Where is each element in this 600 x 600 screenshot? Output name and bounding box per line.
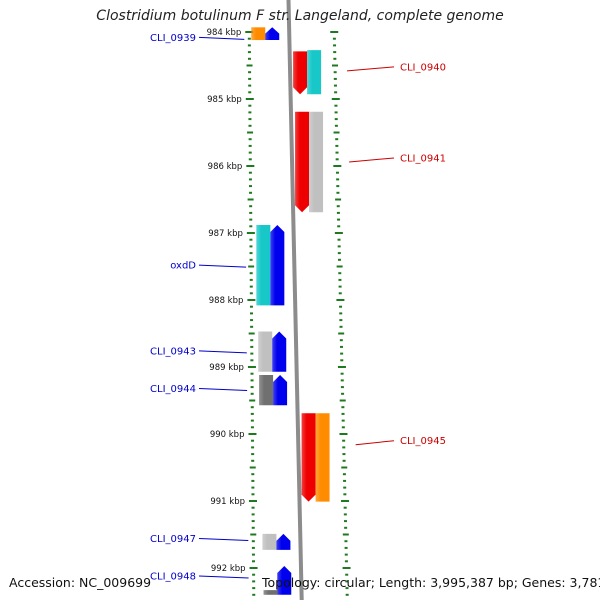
reverse-cds-feature — [276, 533, 291, 550]
reverse-cog-feature — [263, 590, 278, 595]
genome-summary-text: Topology: circular; Length: 3,995,387 bp… — [262, 575, 600, 590]
accession-text: Accession: NC_009699 — [9, 575, 152, 590]
kbp-label: 992 kbp — [211, 564, 246, 574]
gene-label: oxdD — [170, 261, 196, 272]
gene-leader-line — [346, 66, 395, 72]
gene-features — [251, 27, 330, 595]
kbp-label: 990 kbp — [210, 430, 245, 440]
reverse-cds-feature — [277, 565, 292, 595]
forward-cds-feature — [295, 111, 310, 213]
reverse-cds-feature — [270, 224, 285, 306]
gene-label: CLI_0943 — [150, 346, 196, 357]
kbp-label: 988 kbp — [209, 296, 244, 306]
gene-label: CLI_0947 — [150, 534, 196, 545]
tick-marks: 984 kbp 985 kbp 986 kbp 987 kbp 988 kbp 989 k… — [207, 28, 351, 596]
forward-cog-feature — [309, 111, 324, 213]
reverse-cds-feature — [265, 27, 280, 41]
kbp-label: 991 kbp — [210, 497, 245, 507]
reverse-cog-feature — [262, 533, 277, 550]
gene-leader-line — [198, 387, 248, 391]
reverse-cds-feature — [273, 375, 288, 406]
reverse-cog-feature — [258, 331, 273, 372]
gene-labels: CLI_0939 CLI_0940 CLI_0941 oxdD CLI_0943 CLI_… — [150, 33, 446, 583]
gene-leader-line — [198, 264, 247, 268]
gene-leader-line — [198, 538, 249, 542]
backbone-line — [286, 0, 304, 600]
kbp-label: 984 kbp — [207, 28, 242, 38]
kbp-label: 985 kbp — [207, 95, 242, 105]
gene-leader-line — [355, 440, 395, 446]
gene-label: CLI_0944 — [150, 384, 196, 395]
forward-cog-feature — [315, 413, 330, 502]
kbp-label: 989 kbp — [209, 363, 244, 373]
gene-leader-line — [198, 350, 247, 354]
gene-label: CLI_0941 — [400, 153, 446, 164]
kbp-label: 987 kbp — [208, 229, 243, 239]
gene-label: CLI_0945 — [400, 436, 446, 447]
reverse-cog-feature — [251, 27, 266, 41]
gene-leader-line — [349, 157, 395, 163]
kbp-label: 986 kbp — [208, 162, 243, 172]
gene-label: CLI_0939 — [150, 33, 196, 44]
reverse-cds-feature — [272, 331, 287, 372]
gene-leader-line — [198, 36, 245, 40]
reverse-cog-feature — [259, 375, 274, 406]
genome-backbone — [286, 0, 304, 600]
forward-cog-feature — [307, 50, 322, 95]
forward-cds-feature — [293, 51, 308, 95]
reverse-cog-feature — [256, 224, 271, 306]
gene-label: CLI_0940 — [400, 62, 446, 73]
forward-cds-feature — [301, 413, 316, 502]
map-title: Clostridium botulinum F str. Langeland, … — [96, 8, 504, 24]
gene-label: CLI_0948 — [150, 572, 196, 583]
gene-leader-line — [198, 575, 249, 579]
